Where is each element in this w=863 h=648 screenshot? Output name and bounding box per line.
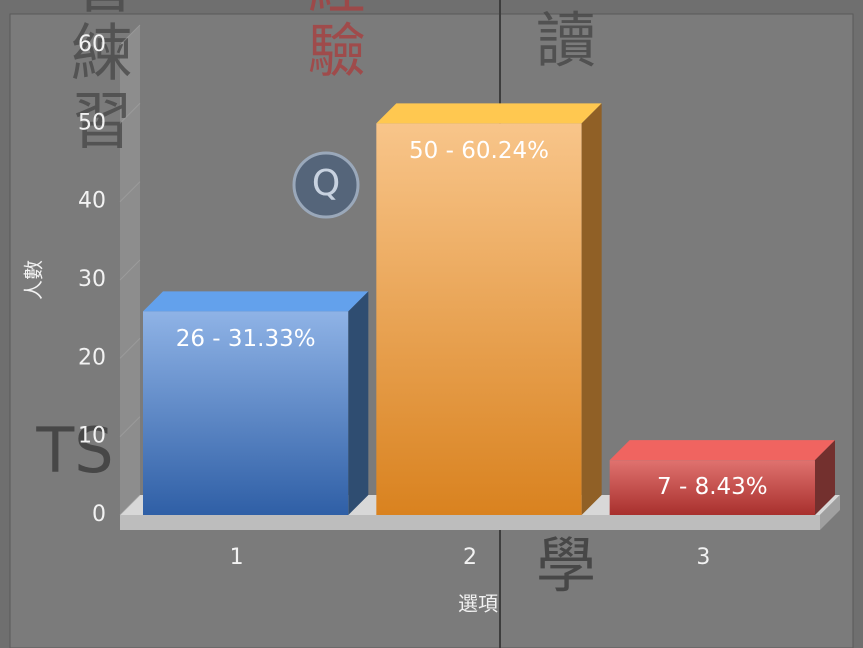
x-tick-label: 3 xyxy=(696,545,710,570)
tick-mark xyxy=(119,337,141,359)
bar xyxy=(609,460,815,515)
bar xyxy=(376,123,582,515)
bar-side xyxy=(815,440,835,515)
annotation: Q xyxy=(312,163,340,204)
q-badge xyxy=(292,151,360,219)
y-tick-label: 50 xyxy=(78,110,106,135)
tick-mark xyxy=(119,494,141,516)
tick-mark xyxy=(119,181,141,203)
value-label: 7 - 8.43% xyxy=(657,474,768,500)
y-axis-label: 人數 xyxy=(22,260,46,300)
annotation: 讀 xyxy=(536,7,596,77)
y-tick-label: 20 xyxy=(78,345,106,370)
y-tick-label: 60 xyxy=(78,32,106,57)
annotation: 學 xyxy=(536,532,596,602)
x-tick-label: 1 xyxy=(230,545,244,570)
bar-side xyxy=(581,103,602,515)
annotation: 經驗 xyxy=(298,0,366,84)
bar-side xyxy=(348,291,369,515)
floor-edge xyxy=(120,515,820,530)
annotation: 帶著練習 xyxy=(60,0,133,156)
value-label: 50 - 60.24% xyxy=(409,138,549,164)
bar-top xyxy=(143,291,369,312)
annotation: TS xyxy=(35,414,113,487)
y-tick-label: 30 xyxy=(78,267,106,292)
bar-top xyxy=(609,440,835,461)
floor-side xyxy=(820,495,840,530)
tick-mark xyxy=(119,416,141,438)
x-axis-label: 選項 xyxy=(458,592,498,616)
bar xyxy=(143,311,349,515)
tick-mark xyxy=(119,102,141,124)
value-label: 26 - 31.33% xyxy=(176,326,316,352)
tick-mark xyxy=(119,24,141,46)
y-tick-label: 10 xyxy=(78,424,106,449)
y-tick-label: 0 xyxy=(92,502,106,527)
x-tick-label: 2 xyxy=(463,545,477,570)
y-tick-label: 40 xyxy=(78,189,106,214)
tick-mark xyxy=(119,259,141,281)
bar-top xyxy=(376,103,602,124)
